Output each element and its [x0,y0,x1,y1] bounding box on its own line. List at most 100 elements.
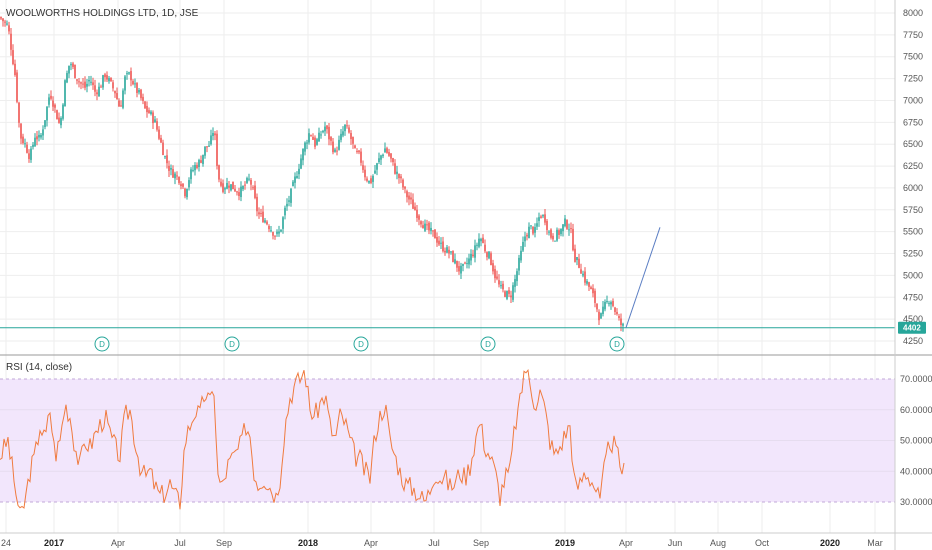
candle-body [574,248,576,262]
candle-body [22,136,24,144]
candle-body [484,244,486,252]
candle-body [486,252,488,258]
candle-body [206,146,208,148]
candle-body [320,134,322,136]
candle-body [114,90,116,94]
projection-line[interactable] [625,227,661,328]
candle-body [592,288,594,294]
candle-body [122,90,124,108]
candle-body [214,133,216,136]
candle-body [494,269,496,279]
dividend-marker[interactable]: D [353,336,369,352]
candle-body [500,285,502,287]
candle-body [136,82,138,93]
rsi-axis[interactable]: 70.0000 60.0000 50.0000 40.0000 30.0000 [900,374,932,507]
price-tick-label: 4750 [903,292,923,302]
candle-body [398,173,400,179]
candle-body [622,323,624,326]
candle-body [158,129,160,139]
candle-body [496,276,498,279]
candle-body [608,303,610,305]
time-tick-label: Mar [867,538,883,548]
candle-body [42,129,44,136]
candle-body [420,221,422,225]
candle-body [488,251,490,259]
candle-body [568,229,570,231]
candle-body [246,178,248,183]
candle-body [126,73,128,75]
candle-body [340,133,342,140]
candle-body [296,175,298,178]
candle-body [222,183,224,192]
time-axis[interactable]: 24 2017 Apr Jul Sep 2018 Apr Jul Sep 2019 Apr Jun Au… [1,538,883,548]
candle-body [84,81,86,88]
candle-body [380,155,382,160]
dividend-marker-label: D [99,340,105,349]
price-tick-label: 4500 [903,314,923,324]
candle-body [336,150,338,152]
candle-body [466,263,468,265]
candle-body [386,148,388,153]
candle-body [96,92,98,95]
candle-body [276,231,278,234]
price-tick-label: 6500 [903,139,923,149]
candle-body [390,153,392,159]
candle-body [346,125,348,127]
candle-body [470,253,472,261]
time-tick-label: Apr [111,538,125,548]
time-tick-label: Sep [473,538,489,548]
candle-body [318,132,320,142]
candle-body [504,291,506,297]
candle-body [316,139,318,145]
dividend-marker-circle [353,336,369,352]
dividend-marker[interactable]: D [224,336,240,352]
candle-body [546,220,548,231]
candle-body [10,33,12,50]
candle-body [16,72,18,102]
candle-body [212,132,214,137]
candle-body [142,96,144,101]
current-price-badge: 4402 [898,321,926,334]
candle-body [434,229,436,239]
candle-body [456,260,458,268]
candle-body [46,106,48,121]
dividend-marker-label: D [358,340,364,349]
dividend-marker-circle [480,336,496,352]
candle-body [48,97,50,105]
candle-body [194,164,196,171]
candle-body [594,290,596,303]
dividend-marker[interactable]: D [94,336,110,352]
candle-body [374,170,376,174]
dividend-marker[interactable]: D [480,336,496,352]
candle-body [208,145,210,147]
candle-body [34,137,36,147]
candle-body [612,300,614,306]
price-tick-label: 7250 [903,74,923,84]
candle-body [562,224,564,232]
candle-body [188,180,190,188]
candle-body [124,76,126,91]
dividend-marker-label: D [229,340,235,349]
candle-body [606,301,608,303]
price-axis[interactable]: 8000 7750 7500 7250 7000 6750 6500 6250 6000 5750… [903,8,923,346]
candle-body [0,17,2,19]
candle-body [302,148,304,161]
candle-body [300,158,302,169]
dividend-marker[interactable]: D [609,336,625,352]
candle-body [324,126,326,132]
time-tick-label: 2019 [555,538,575,548]
candle-body [310,135,312,137]
candle-body [120,105,122,107]
candle-body [112,82,114,89]
candle-body [270,230,272,232]
candle-body [442,241,444,252]
candle-body [260,213,262,215]
candle-body [170,168,172,170]
candle-body [400,176,402,179]
candle-body [278,231,280,234]
candle-body [272,232,274,236]
candle-body [450,251,452,253]
candle-body [106,75,108,80]
time-tick-label: Jul [428,538,440,548]
